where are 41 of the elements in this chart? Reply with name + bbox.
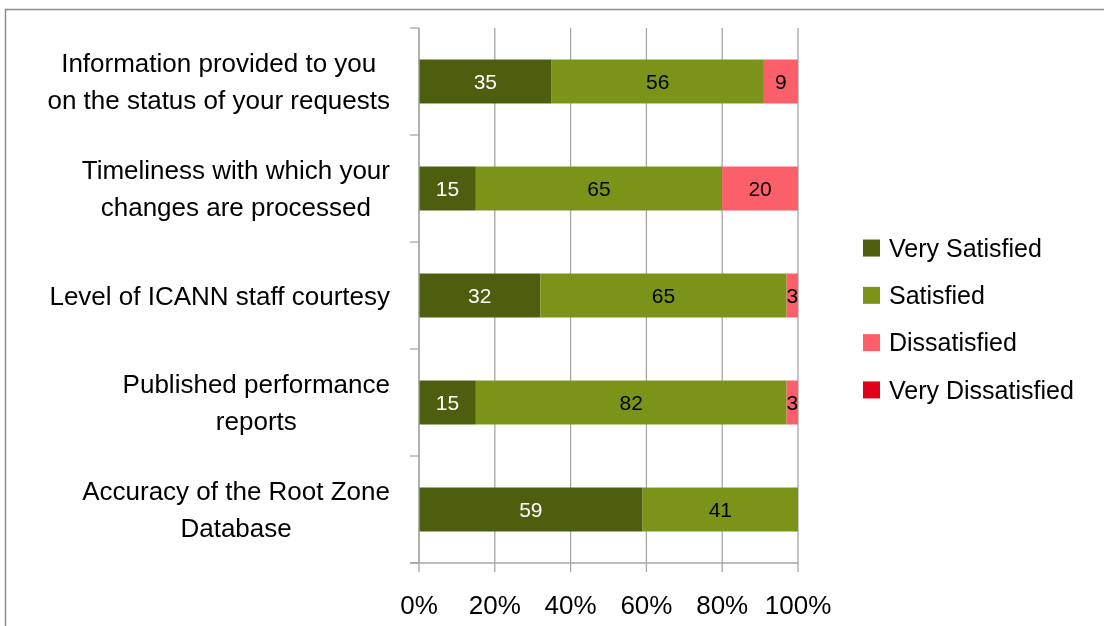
data-label: 15 [435, 176, 460, 200]
data-label: 9 [775, 69, 787, 93]
data-label: 20 [748, 176, 772, 200]
data-label: 59 [519, 497, 543, 521]
data-label: 56 [646, 69, 670, 93]
y-tick-label: Published performance reports [122, 369, 391, 437]
bar [551, 59, 764, 104]
bar [763, 59, 798, 104]
y-tick-label: Timeliness with which your changes are processed [81, 155, 391, 223]
legend-label: Dissatisfied [889, 328, 1017, 357]
data-label: 35 [473, 69, 497, 93]
y-tick-label: Level of ICANN staff courtesy [49, 280, 391, 311]
data-label: 65 [587, 176, 611, 200]
bar [540, 273, 787, 318]
bar [722, 166, 798, 211]
legend-label: Very Dissatisfied [889, 375, 1074, 404]
x-tick-label: 100% [764, 590, 832, 621]
x-tick-label: 40% [544, 590, 597, 621]
bar [419, 166, 476, 211]
bar [419, 273, 541, 318]
bar [475, 166, 723, 211]
bar [642, 487, 798, 532]
bar [419, 487, 643, 532]
bar [419, 380, 476, 425]
y-tick-label: Accuracy of the Root Zone Database [82, 476, 390, 544]
data-label: 3 [786, 390, 799, 414]
x-tick-label: 20% [468, 590, 521, 621]
data-label: 65 [651, 283, 676, 307]
legend-label: Satisfied [889, 281, 985, 310]
x-tick-label: 0% [400, 590, 438, 621]
y-tick-label: Information provided to you on the status of your requests [47, 48, 391, 116]
x-tick-label: 80% [696, 590, 749, 621]
data-label: 32 [467, 283, 492, 307]
x-tick-label: 60% [620, 590, 673, 621]
data-label: 82 [619, 390, 643, 414]
bar [475, 380, 787, 425]
data-label: 3 [786, 283, 799, 307]
data-label: 15 [435, 390, 460, 414]
bar [419, 59, 552, 104]
data-label: 41 [708, 497, 732, 521]
legend-label: Very Satisfied [889, 233, 1042, 262]
